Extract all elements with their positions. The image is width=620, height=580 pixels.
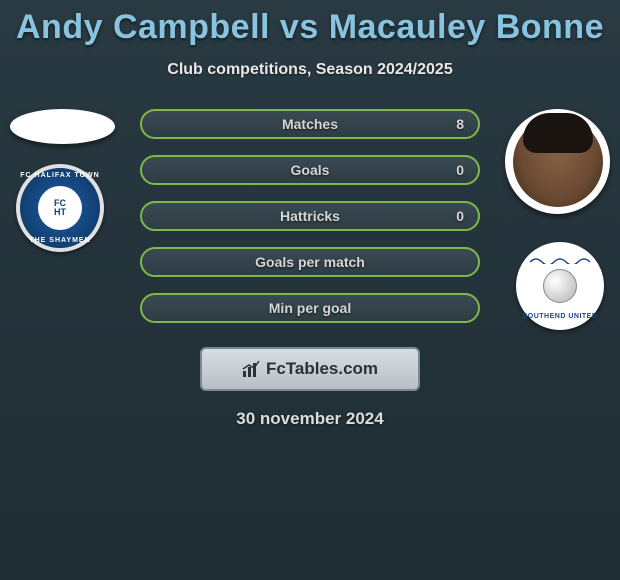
- football-icon: [543, 269, 577, 303]
- stat-label: Min per goal: [269, 300, 351, 316]
- watermark-link[interactable]: FcTables.com: [200, 347, 420, 391]
- stat-row-goals-per-match: Goals per match: [140, 247, 480, 277]
- page-title: Andy Campbell vs Macauley Bonne: [0, 0, 620, 47]
- southend-badge-icon: SOUTHEND UNITED: [516, 242, 604, 330]
- bar-chart-icon: [242, 360, 260, 378]
- subtitle: Club competitions, Season 2024/2025: [0, 61, 620, 79]
- stat-rows: Matches 8 Goals 0 Hattricks 0 Goals per …: [140, 109, 480, 323]
- club-badge-left: FC HALIFAX TOWN FCHT THE SHAYMEN: [16, 164, 104, 252]
- stat-label: Goals: [291, 162, 330, 178]
- stat-label: Hattricks: [280, 208, 340, 224]
- date-line: 30 november 2024: [0, 409, 620, 429]
- stat-row-matches: Matches 8: [140, 109, 480, 139]
- stat-label: Matches: [282, 116, 338, 132]
- comparison-area: FC HALIFAX TOWN FCHT THE SHAYMEN SOUTHEN…: [0, 109, 620, 339]
- player-face-icon: [513, 117, 603, 207]
- wave-icon: [530, 256, 590, 264]
- stat-value-right: 0: [456, 162, 464, 178]
- watermark-text: FcTables.com: [266, 359, 378, 379]
- club-badge-right: SOUTHEND UNITED: [516, 242, 604, 330]
- badge-arc-text: FC HALIFAX TOWN: [20, 172, 100, 179]
- player-right-avatar: [505, 109, 610, 214]
- stat-row-hattricks: Hattricks 0: [140, 201, 480, 231]
- stat-row-goals: Goals 0: [140, 155, 480, 185]
- stat-value-right: 8: [456, 116, 464, 132]
- stat-row-min-per-goal: Min per goal: [140, 293, 480, 323]
- badge-arc-text: THE SHAYMEN: [20, 237, 100, 244]
- badge-band-text: SOUTHEND UNITED: [516, 313, 604, 320]
- stat-label: Goals per match: [255, 254, 365, 270]
- stat-value-right: 0: [456, 208, 464, 224]
- badge-inner-text: FCHT: [54, 199, 66, 217]
- avatar-placeholder-left: [10, 109, 115, 144]
- halifax-badge-icon: FC HALIFAX TOWN FCHT THE SHAYMEN: [16, 164, 104, 252]
